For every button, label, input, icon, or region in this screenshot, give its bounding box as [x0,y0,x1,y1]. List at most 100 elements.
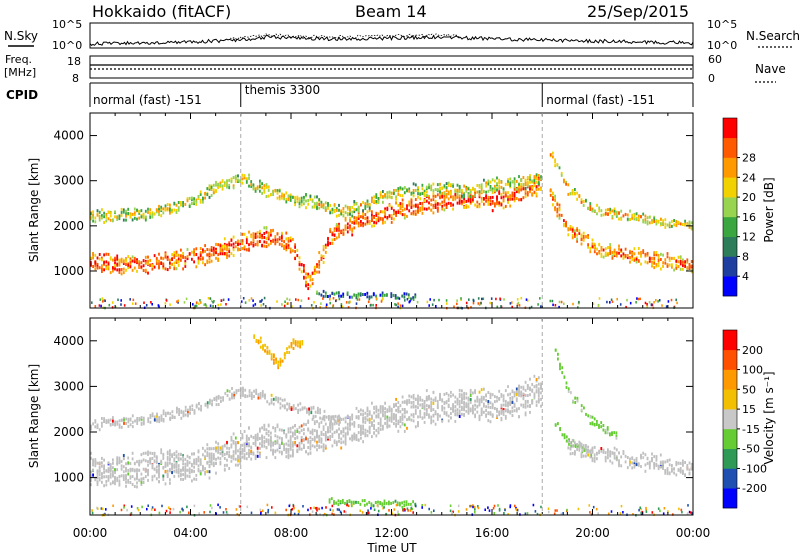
scatter-cell [283,244,285,248]
scatter-cell [496,414,498,418]
scatter-cell [234,457,237,461]
scatter-cell [131,457,134,461]
scatter-cell [463,400,465,404]
scatter-cell [221,452,224,456]
scatter-cell [155,259,158,262]
scatter-cell [175,465,178,469]
scatter-cell [502,187,505,191]
scatter-cell [591,415,594,419]
scatter-cell [655,222,658,226]
scatter-cell [151,463,154,467]
scatter-cell [401,395,404,399]
scatter-cell [487,402,490,406]
scatter-cell [114,480,116,484]
scatter-cell [188,471,191,475]
scatter-cell [239,450,242,454]
scatter-cell [287,194,290,198]
scatter-cell [208,252,211,256]
scatter-cell [144,451,147,455]
scatter-cell [554,160,556,164]
scatter-cell [494,202,496,206]
scatter-cell [243,232,246,236]
scatter-cell [237,174,239,178]
scatter-cell [636,297,638,300]
scatter-cell [344,439,347,443]
scatter-cell [461,412,463,416]
scatter-cell [571,189,574,192]
scatter-cell [206,187,209,191]
scatter-cell [206,261,209,265]
scatter-cell [180,201,182,204]
scatter-cell [217,447,220,450]
scatter-cell [296,435,299,439]
scatter-cell [254,189,257,193]
scatter-cell [458,190,461,194]
scatter-cell [529,177,531,181]
scatter-cell [485,181,487,185]
scatter-cell [109,464,112,468]
scatter-cell [502,199,505,203]
scatter-cell [322,443,325,447]
scatter-cell [642,249,645,253]
scatter-cell [155,262,158,266]
scatter-cell [237,456,239,460]
scatter-cell [285,442,288,446]
scatter-cell [443,193,446,197]
scatter-cell [228,250,231,254]
scatter-cell [226,452,228,456]
scatter-cell [511,409,514,413]
scatter-cell [533,176,536,180]
scatter-cell [364,420,367,424]
scatter-cell [116,262,119,266]
scatter-cell [515,407,518,411]
scatter-cell [478,303,481,306]
scatter-cell [368,430,371,434]
scatter-cell [320,293,323,297]
scatter-cell [342,430,345,434]
scatter-cell [107,470,110,473]
scatter-cell [474,413,476,417]
scatter-cell [98,461,101,465]
scatter-cell [626,298,628,302]
scatter-cell [357,214,360,218]
scatter-cell [210,458,213,462]
scatter-cell [208,460,211,464]
scatter-cell [639,297,641,301]
scatter-cell [260,304,262,307]
scatter-cell [250,445,253,449]
scatter-cell [478,184,481,188]
scatter-cell [390,501,392,505]
scatter-cell [317,409,319,413]
scatter-cell [379,417,382,421]
scatter-cell [401,501,403,505]
scatter-cell [327,295,329,298]
scatter-cell [195,304,198,308]
scatter-cell [324,250,327,254]
scatter-cell [270,393,273,397]
scatter-cell [267,185,270,189]
scatter-cell [140,478,143,482]
scatter-cell [483,402,485,406]
scatter-cell [270,241,272,245]
scatter-cell [565,381,568,385]
scatter-cell [256,185,259,189]
scatter-cell [574,188,576,191]
scatter-cell [467,187,470,191]
scatter-cell [270,435,272,439]
scatter-cell [265,428,268,432]
scatter-cell [294,199,296,203]
scatter-cell [184,262,187,266]
scatter-cell [241,448,244,451]
scatter-cell [320,430,323,434]
scatter-cell [353,216,356,220]
scatter-cell [189,408,191,412]
scatter-cell [644,214,647,218]
scatter-cell [232,242,235,246]
scatter-cell [351,205,354,209]
scatter-cell [498,180,501,184]
scatter-cell [395,416,397,420]
scatter-cell [580,237,583,241]
scatter-cell [520,392,523,396]
scatter-cell [112,474,114,478]
scatter-cell [502,403,505,407]
